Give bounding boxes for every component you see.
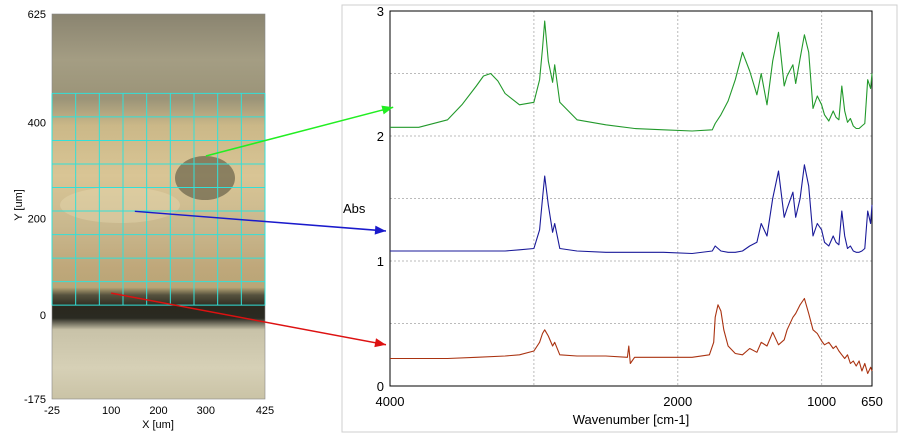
spectrum-line-2 <box>390 164 873 255</box>
arrow-line-3 <box>111 292 387 346</box>
arrow-head-2 <box>374 225 386 235</box>
spectra-y-tick-label: 2 <box>377 129 384 144</box>
microscope-y-axis-label: Y [um] <box>13 189 25 221</box>
microscope-y-tick-label: 200 <box>28 214 46 226</box>
spectra-panel: 4000 2000 1000 650 3 2 1 0 Wavenumber [cm-1] Ab… <box>341 4 898 433</box>
spectra-axes: 4000 2000 1000 650 3 2 1 0 <box>376 4 883 409</box>
microscope-x-tick-label: -25 <box>44 405 60 417</box>
analysis-grid <box>51 92 266 306</box>
spectra-frame <box>341 4 898 433</box>
microscope-y-tick-label: 625 <box>28 9 46 21</box>
arrow-head-1 <box>381 105 394 115</box>
microscope-y-tick-label: 400 <box>28 117 46 129</box>
microscope-x-tick-label: 425 <box>256 405 274 417</box>
spectra-x-tick-label: 4000 <box>376 394 405 409</box>
microscope-light-band <box>60 187 180 223</box>
spectra-x-tick-label: 1000 <box>807 394 836 409</box>
microscope-axes: -25 100 200 300 425 625 400 200 0 -175 <box>24 9 274 417</box>
microscope-x-axis-label: X [um] <box>142 419 174 431</box>
spectra-y-tick-label: 0 <box>377 379 384 394</box>
microscope-dark-spot <box>175 156 235 200</box>
spectra-y-tick-label: 3 <box>377 4 384 19</box>
spectra-series <box>390 20 873 375</box>
correlation-arrows <box>111 105 394 348</box>
spectra-y-tick-label: 1 <box>377 254 384 269</box>
microscope-x-tick-label: 200 <box>149 405 167 417</box>
spectrum-line-3 <box>390 297 873 375</box>
microscope-panel: -25 100 200 300 425 625 400 200 0 -175 X [um] Y [… <box>13 9 274 431</box>
arrow-head-3 <box>374 338 386 348</box>
spectra-y-axis-label: Abs <box>343 201 366 216</box>
arrow-line-2 <box>134 210 387 232</box>
arrow-line-1 <box>205 106 394 157</box>
spectrum-line-1 <box>390 20 873 132</box>
spectra-plot-area <box>389 10 873 387</box>
microscope-x-tick-label: 300 <box>197 405 215 417</box>
spectra-x-tick-label: 2000 <box>663 394 692 409</box>
microscope-image <box>51 13 266 400</box>
microscope-y-tick-label: -175 <box>24 394 46 406</box>
spectra-x-tick-label: 650 <box>861 394 883 409</box>
microscope-y-tick-label: 0 <box>40 310 46 322</box>
spectra-x-axis-label: Wavenumber [cm-1] <box>573 412 690 427</box>
spectra-grid <box>390 11 872 386</box>
microscope-x-tick-label: 100 <box>102 405 120 417</box>
